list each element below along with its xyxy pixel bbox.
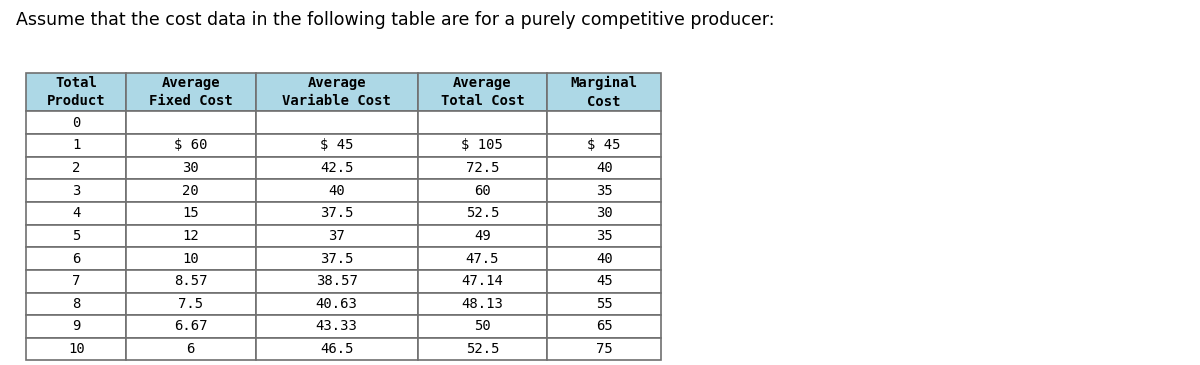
Text: 52.5: 52.5 (466, 342, 499, 356)
Text: 6: 6 (187, 342, 194, 356)
Text: 10: 10 (68, 342, 84, 356)
Text: 7: 7 (72, 274, 80, 288)
Text: 35: 35 (596, 229, 612, 243)
Text: 40: 40 (329, 184, 344, 198)
Text: 49: 49 (474, 229, 491, 243)
Text: 72.5: 72.5 (466, 161, 499, 175)
Text: 8: 8 (72, 297, 80, 311)
Text: 55: 55 (596, 297, 612, 311)
Text: 47.14: 47.14 (462, 274, 503, 288)
Text: 2: 2 (72, 161, 80, 175)
Text: $ 45: $ 45 (320, 138, 353, 153)
Text: 5: 5 (72, 229, 80, 243)
Text: 3: 3 (72, 184, 80, 198)
Text: 4: 4 (72, 206, 80, 220)
Text: $ 105: $ 105 (462, 138, 503, 153)
Text: 40: 40 (596, 251, 612, 266)
Text: Marginal
Cost: Marginal Cost (571, 76, 637, 108)
Text: 6.67: 6.67 (174, 319, 208, 334)
Text: 20: 20 (182, 184, 199, 198)
Text: 52.5: 52.5 (466, 206, 499, 220)
Text: 50: 50 (474, 319, 491, 334)
Text: 15: 15 (182, 206, 199, 220)
Text: 9: 9 (72, 319, 80, 334)
Text: 37.5: 37.5 (320, 251, 353, 266)
Text: 0: 0 (72, 116, 80, 130)
Text: 60: 60 (474, 184, 491, 198)
Text: 8.57: 8.57 (174, 274, 208, 288)
Text: 38.57: 38.57 (316, 274, 358, 288)
Text: 1: 1 (72, 138, 80, 153)
Text: 46.5: 46.5 (320, 342, 353, 356)
Text: 75: 75 (596, 342, 612, 356)
Text: $ 60: $ 60 (174, 138, 208, 153)
Text: 45: 45 (596, 274, 612, 288)
Text: 12: 12 (182, 229, 199, 243)
Text: Average
Total Cost: Average Total Cost (440, 76, 524, 108)
Text: 47.5: 47.5 (466, 251, 499, 266)
Text: 7.5: 7.5 (179, 297, 203, 311)
Text: 37: 37 (329, 229, 344, 243)
Text: 48.13: 48.13 (462, 297, 503, 311)
Text: 30: 30 (596, 206, 612, 220)
Text: 37.5: 37.5 (320, 206, 353, 220)
Text: Average
Fixed Cost: Average Fixed Cost (149, 76, 233, 108)
Text: 40: 40 (596, 161, 612, 175)
Text: Average
Variable Cost: Average Variable Cost (282, 76, 391, 108)
Text: 30: 30 (182, 161, 199, 175)
Text: Total
Product: Total Product (47, 76, 106, 108)
Text: 6: 6 (72, 251, 80, 266)
Text: 10: 10 (182, 251, 199, 266)
Text: 42.5: 42.5 (320, 161, 353, 175)
Text: 40.63: 40.63 (316, 297, 358, 311)
Text: $ 45: $ 45 (588, 138, 620, 153)
Text: 65: 65 (596, 319, 612, 334)
Text: 35: 35 (596, 184, 612, 198)
Text: 43.33: 43.33 (316, 319, 358, 334)
Text: Assume that the cost data in the following table are for a purely competitive pr: Assume that the cost data in the followi… (16, 11, 774, 29)
